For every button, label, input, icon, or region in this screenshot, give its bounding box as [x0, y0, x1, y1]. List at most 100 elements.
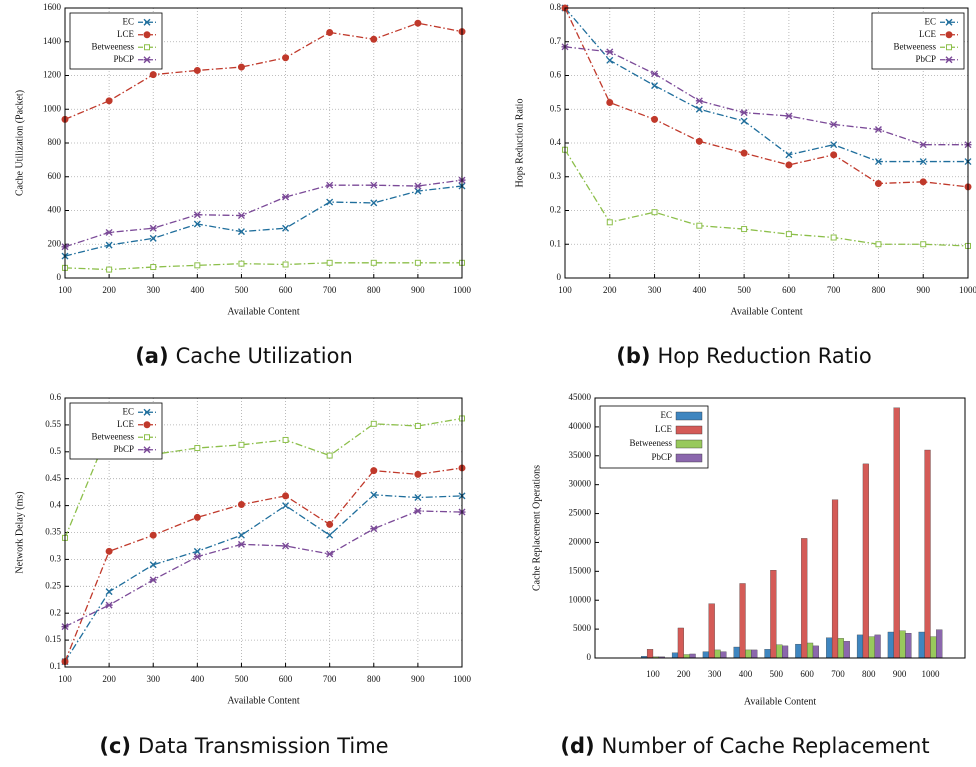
marker	[237, 501, 245, 509]
y-tick-label: 30000	[569, 479, 592, 489]
legend-label: EC	[924, 16, 936, 26]
y-axis-label: Cache Replacement Operations	[531, 465, 542, 591]
x-tick-label: 100	[58, 674, 72, 684]
legend-label: PbCP	[915, 54, 936, 64]
marker	[149, 71, 157, 79]
y-tick-label: 1600	[43, 2, 62, 12]
marker	[237, 540, 245, 548]
marker	[238, 260, 245, 267]
marker	[326, 259, 333, 266]
marker	[143, 408, 151, 416]
series-line	[564, 7, 968, 163]
series-line	[564, 7, 969, 188]
x-tick-label: 300	[146, 285, 160, 295]
bar	[893, 407, 900, 659]
bar	[831, 499, 839, 659]
y-tick-label: 0.8	[550, 2, 562, 12]
series-line	[64, 467, 463, 662]
legend: EC LCE Betweeness PbCP	[69, 12, 163, 70]
bar	[801, 538, 808, 659]
marker	[282, 193, 290, 201]
x-tick-label: 400	[191, 285, 205, 295]
marker	[414, 259, 421, 266]
marker	[830, 234, 837, 241]
bar	[936, 629, 943, 659]
bar	[714, 649, 721, 659]
x-tick-label: 800	[367, 285, 381, 295]
marker	[105, 228, 113, 236]
marker	[695, 105, 703, 113]
marker	[920, 241, 927, 248]
plot-frame	[594, 397, 966, 659]
marker	[144, 44, 150, 51]
y-tick-label: 0.7	[550, 36, 562, 46]
y-tick-label: 0.6	[50, 392, 62, 402]
series-line	[64, 510, 463, 628]
marker	[370, 199, 378, 207]
marker	[282, 502, 290, 510]
y-tick-label: 15000	[569, 565, 592, 575]
legend-label: Betweeness	[894, 41, 937, 51]
marker	[326, 550, 334, 558]
marker	[946, 44, 952, 51]
bar	[671, 652, 679, 659]
x-tick-label: 900	[893, 669, 907, 679]
marker	[326, 181, 334, 189]
marker	[606, 219, 613, 226]
bar	[826, 637, 833, 659]
marker	[414, 470, 422, 478]
x-tick-label: 1000	[453, 285, 472, 295]
chart: 0 5000 10000 15000 20000 25000 30000 35000 40000…	[531, 392, 966, 758]
x-axis-label: Available Content	[730, 306, 803, 317]
series-line	[64, 185, 463, 257]
y-tick-label: 0.4	[50, 500, 62, 510]
marker	[874, 158, 882, 166]
bar	[837, 638, 844, 659]
bar	[924, 449, 931, 659]
x-tick-label: 200	[102, 674, 116, 684]
caption-label: (b)	[616, 344, 650, 368]
caption: (d) Number of Cache Replacement	[560, 734, 929, 758]
marker	[105, 97, 113, 105]
marker	[105, 588, 113, 596]
marker	[414, 187, 422, 195]
y-tick-label: 0.15	[45, 634, 61, 644]
y-tick-label: 10000	[569, 594, 592, 604]
marker	[830, 120, 838, 128]
y-tick-label: 0.2	[50, 607, 61, 617]
x-tick-label: 500	[770, 669, 784, 679]
y-tick-label: 0.2	[550, 205, 561, 215]
marker	[105, 547, 113, 555]
x-tick-label: 900	[411, 674, 425, 684]
y-tick-label: 1400	[43, 36, 62, 46]
series-line	[64, 22, 463, 120]
legend-label: Betweeness	[92, 431, 135, 441]
legend-label: LCE	[117, 29, 135, 39]
marker	[282, 492, 290, 500]
marker	[919, 158, 927, 166]
marker	[149, 576, 157, 584]
legend-label: EC	[122, 16, 134, 26]
bar	[764, 649, 771, 659]
x-tick-label: 400	[693, 285, 707, 295]
legend-label: PbCP	[651, 452, 672, 462]
caption-label: (c)	[99, 734, 131, 758]
marker	[874, 126, 882, 133]
x-axis-label: Available Content	[227, 306, 300, 317]
bar	[683, 654, 690, 659]
y-tick-label: 0.3	[550, 171, 562, 181]
marker	[606, 48, 614, 56]
marker	[326, 452, 333, 459]
marker	[237, 531, 245, 539]
caption-text: Data Transmission Time	[138, 734, 389, 758]
marker	[606, 99, 614, 106]
x-tick-label: 500	[235, 285, 249, 295]
marker	[740, 109, 748, 117]
y-tick-label: 0	[57, 272, 62, 282]
marker	[945, 56, 953, 64]
marker	[919, 141, 927, 149]
marker	[237, 212, 245, 220]
marker	[194, 262, 201, 269]
chart: 0.1 0.15 0.2 0.25 0.3 0.35 0.4 0.45 0.5 0.55 0.6 Ne…	[14, 392, 471, 758]
y-tick-label: 1000	[43, 103, 62, 113]
